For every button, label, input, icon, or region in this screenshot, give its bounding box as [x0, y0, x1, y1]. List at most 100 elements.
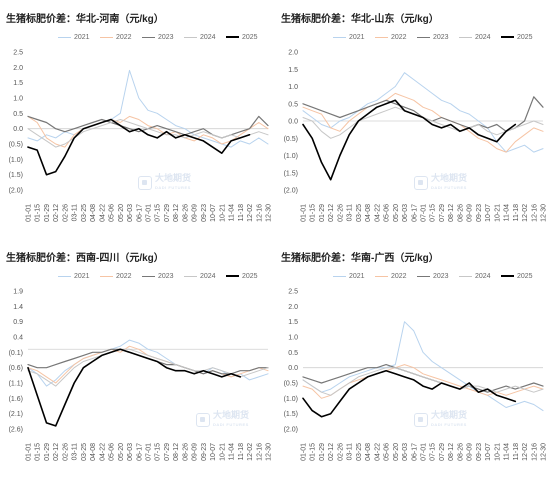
chart-panel-huanan-guangxi: 生猪标肥价差：华南-广西（元/kg） 2021 2022 2023 2024 2025 …: [275, 239, 550, 478]
series-line-2023: [302, 96, 544, 132]
series-line-2022: [27, 115, 269, 148]
x-tick-label: 11-18: [238, 204, 245, 221]
x-tick-label: 01-15: [35, 204, 42, 222]
x-tick-label: 01-01: [301, 443, 308, 461]
x-tick-label: 01-29: [44, 204, 51, 222]
series-line-2021: [27, 339, 269, 387]
x-tick-label: 02-26: [62, 204, 69, 222]
x-tick-label: 03-11: [347, 443, 354, 460]
x-tick-label: 10-07: [485, 443, 492, 461]
series-line-2025: [302, 369, 517, 418]
x-tick-label: 01-29: [319, 443, 326, 461]
x-tick-label: 09-23: [201, 204, 208, 222]
x-tick-label: 10-21: [219, 204, 226, 222]
x-tick-label: 11-04: [229, 443, 236, 460]
y-tick-label: 1.4: [13, 304, 23, 311]
legend-label: 2022: [116, 33, 132, 41]
series-line-2022: [302, 92, 544, 153]
x-tick-label: 01-29: [44, 443, 51, 461]
x-tick-label: 12-16: [256, 204, 263, 222]
chart-panel-huabei-henan: 生猪标肥价差：华北-河南（元/kg） 2021 2022 2023 2024 2025 …: [0, 0, 275, 239]
legend-label: 2021: [349, 33, 365, 41]
watermark-text: 大地期货 DADI FUTURES: [431, 410, 468, 428]
x-tick-label: 07-15: [430, 443, 437, 461]
legend-item-2022: 2022: [375, 31, 413, 43]
x-tick-label: 08-26: [457, 443, 464, 461]
legend-item-2022: 2022: [100, 31, 138, 43]
y-tick-label: (0.5): [284, 381, 298, 388]
chart-legend: 2021 2022 2023 2024 2025: [58, 31, 270, 43]
x-tick-label: 07-29: [164, 443, 171, 461]
chart-legend: 2021 2022 2023 2024 2025: [333, 31, 545, 43]
x-tick-label: 05-20: [393, 204, 400, 222]
x-tick-label: 05-06: [109, 443, 116, 461]
legend-item-2022: 2022: [375, 270, 413, 282]
x-tick-label: 04-22: [99, 443, 106, 461]
watermark-text: 大地期货 DADI FUTURES: [213, 410, 250, 428]
x-tick-label: 01-01: [26, 443, 33, 461]
x-tick-label: 06-03: [402, 443, 409, 461]
x-tick-label: 04-08: [365, 443, 372, 461]
x-tick-label: 09-23: [476, 443, 483, 461]
legend-item-2023: 2023: [417, 31, 455, 43]
x-tick-label: 06-17: [136, 204, 143, 222]
legend-item-2021: 2021: [58, 31, 96, 43]
x-tick-label: 11-04: [229, 204, 236, 221]
x-tick-label: 11-18: [513, 443, 520, 460]
x-tick-label: 01-29: [319, 204, 326, 222]
legend-swatch: [142, 275, 155, 277]
chart-legend: 2021 2022 2023 2024 2025: [58, 270, 270, 282]
x-tick-label: 02-26: [62, 443, 69, 461]
x-tick-label: 05-06: [384, 443, 391, 461]
x-tick-label: 06-03: [402, 204, 409, 222]
x-tick-label: 10-07: [210, 443, 217, 461]
legend-swatch: [226, 275, 239, 277]
chart-title: 生猪标肥价差：华北-山东（元/kg）: [281, 14, 439, 25]
y-tick-label: 0.5: [13, 111, 23, 118]
x-tick-label: 10-21: [494, 204, 501, 222]
y-tick-label: (0.1): [9, 350, 23, 357]
series-line-2025: [302, 99, 517, 181]
watermark-logo: 大地期货 DADI FUTURES: [196, 411, 249, 429]
legend-swatch: [333, 275, 346, 277]
x-tick-label: 07-01: [146, 443, 153, 461]
watermark-logo: 大地期货 DADI FUTURES: [414, 411, 467, 429]
legend-label: 2022: [391, 272, 407, 280]
legend-swatch: [375, 275, 388, 277]
x-tick-label: 04-22: [374, 204, 381, 222]
x-tick-label: 12-02: [522, 204, 529, 222]
y-tick-label: 0.0: [13, 126, 23, 133]
legend-swatch: [375, 36, 388, 38]
x-tick-label: 04-08: [365, 204, 372, 222]
y-tick-label: 1.5: [13, 80, 23, 87]
x-tick-label: 02-12: [53, 204, 60, 222]
x-tick-label: 10-21: [219, 443, 226, 461]
chart-title: 生猪标肥价差：西南-四川（元/kg）: [6, 253, 164, 264]
x-tick-label: 01-15: [310, 204, 317, 222]
series-line-2023: [302, 364, 544, 393]
y-tick-label: (1.1): [9, 381, 23, 388]
x-tick-label: 04-22: [99, 204, 106, 222]
x-tick-label: 06-17: [411, 443, 418, 461]
y-tick-label: 1.9: [13, 289, 23, 296]
legend-item-2022: 2022: [100, 270, 138, 282]
legend-item-2024: 2024: [184, 270, 222, 282]
x-tick-label: 11-04: [504, 443, 511, 460]
dadi-logo-icon: [414, 176, 428, 190]
x-tick-label: 09-23: [201, 443, 208, 461]
x-tick-label: 08-12: [448, 204, 455, 222]
series-line-2024: [302, 106, 544, 139]
legend-item-2023: 2023: [417, 270, 455, 282]
watermark-logo: 大地期货 DADI FUTURES: [138, 174, 191, 192]
legend-swatch: [333, 36, 346, 38]
legend-label: 2025: [242, 33, 258, 41]
legend-item-2025: 2025: [501, 31, 539, 43]
chart-svg: 1.9 1.4 0.9 0.4 (0.1) (0.6) (1.1) (1.6) (2.1) (2.…: [9, 289, 273, 461]
x-tick-label: 02-12: [328, 204, 335, 222]
watermark-logo: 大地期货 DADI FUTURES: [414, 174, 467, 192]
legend-item-2024: 2024: [184, 31, 222, 43]
x-tick-label: 07-29: [164, 204, 171, 222]
series-line-2024: [27, 348, 269, 387]
x-tick-label: 10-07: [485, 204, 492, 222]
legend-label: 2023: [158, 272, 174, 280]
